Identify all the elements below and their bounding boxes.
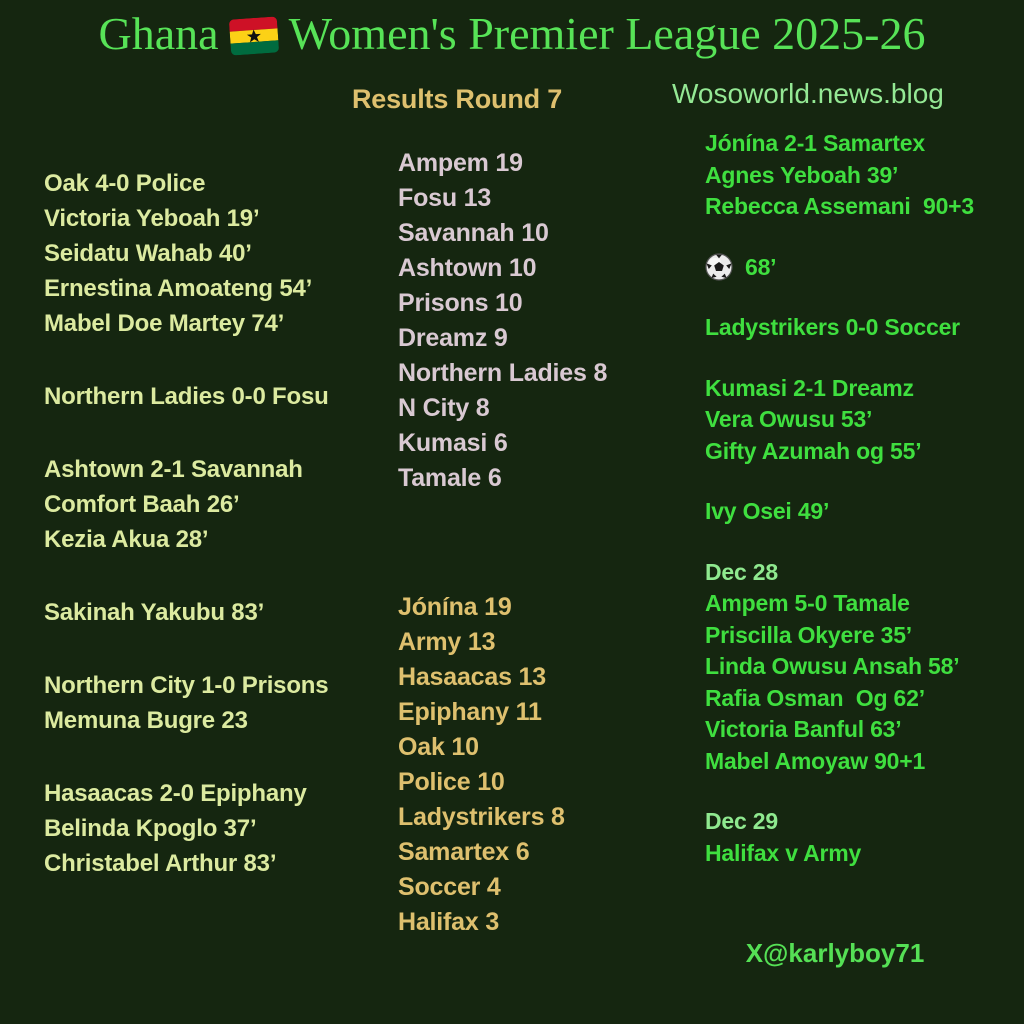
result-line: Gifty Azumah og 55’ xyxy=(705,436,974,468)
date-line: Dec 28 xyxy=(705,557,974,589)
standings-row: Police 10 xyxy=(398,768,505,796)
line-text: Priscilla Okyere 35’ xyxy=(705,621,912,648)
result-line: Rafia Osman Og 62’ xyxy=(705,683,974,715)
result-group: Ladystrikers 0-0 Soccer xyxy=(705,312,974,344)
line-text: Ivy Osei 49’ xyxy=(705,498,830,524)
standings-row: Ladystrikers 8 xyxy=(398,803,565,831)
result-line: Victoria Yeboah 19’ xyxy=(44,205,260,232)
result-line: Ashtown 2-1 Savannah xyxy=(44,456,303,483)
standings-row: Epiphany 11 xyxy=(398,698,542,726)
result-line: Halifax v Army xyxy=(705,838,974,870)
result-group: Hasaacas 2-0 Epiphany Belinda Kpoglo 37’ C… xyxy=(44,776,329,881)
result-line: Mabel Amoyaw 90+1 xyxy=(705,746,974,778)
line-text: Gifty Azumah og 55’ xyxy=(705,437,922,464)
standings-row: N City 8 xyxy=(398,394,490,422)
standings-row: Northern Ladies 8 xyxy=(398,359,608,387)
page-title: Ghana Women's Premier League 2025-26 xyxy=(0,8,1024,61)
ghana-flag-icon xyxy=(227,15,281,57)
result-line: Mabel Doe Martey 74’ xyxy=(44,310,285,337)
left-column: Oak 4-0 Police Victoria Yeboah 19’ Seidatu… xyxy=(44,166,329,919)
line-text: 68’ xyxy=(745,253,777,280)
result-line: Vera Owusu 53’ xyxy=(705,404,974,436)
line-text: Dec 28 xyxy=(705,558,778,585)
result-line: Victoria Banful 63’ xyxy=(705,714,974,746)
line-text: Rebecca Assemani 90+3 xyxy=(705,193,975,219)
result-line: 68’ xyxy=(705,252,974,284)
result-line: Agnes Yeboah 39’ xyxy=(705,160,974,192)
standings-table-b: Jónína 19 Army 13 Hasaacas 13 Epiphany 11 Oa… xyxy=(398,590,565,940)
result-line: Rebecca Assemani 90+3 xyxy=(705,191,974,223)
standings-table-a: Ampem 19 Fosu 13 Savannah 10 Ashtown 10 Pris… xyxy=(398,146,607,496)
result-group: Dec 28 Ampem 5-0 Tamale Priscilla Okyere 3… xyxy=(705,557,974,778)
line-text: Vera Owusu 53’ xyxy=(705,406,873,432)
result-group: 68’ xyxy=(705,252,974,284)
result-group: Sakinah Yakubu 83’ xyxy=(44,595,329,630)
title-suffix: Women's Premier League 2025-26 xyxy=(288,8,926,59)
standings-row: Savannah 10 xyxy=(398,219,549,247)
standings-row: Army 13 xyxy=(398,628,496,656)
line-text: Jónína 2-1 Samartex xyxy=(705,130,925,156)
result-group: Ivy Osei 49’ xyxy=(705,496,974,528)
line-text: Ladystrikers 0-0 Soccer xyxy=(705,314,960,340)
result-group: Ashtown 2-1 Savannah Comfort Baah 26’ Kezi… xyxy=(44,452,329,557)
line-text: Linda Owusu Ansah 58’ xyxy=(705,653,960,679)
standings-row: Hasaacas 13 xyxy=(398,663,546,691)
result-group: Kumasi 2-1 Dreamz Vera Owusu 53’ Gifty Azu… xyxy=(705,373,974,468)
standings-row: Samartex 6 xyxy=(398,838,530,866)
result-group: Jónína 2-1 Samartex Agnes Yeboah 39’ Rebec… xyxy=(705,128,974,223)
line-text: Halifax v Army xyxy=(705,839,862,866)
line-text: Ampem 5-0 Tamale xyxy=(705,590,910,616)
standings-row: Prisons 10 xyxy=(398,289,523,317)
line-text: Victoria Banful 63’ xyxy=(705,716,902,742)
results-round-label: Results Round 7 xyxy=(352,84,563,114)
result-group: Northern Ladies 0-0 Fosu xyxy=(44,379,329,414)
standings-row: Oak 10 xyxy=(398,733,479,761)
result-line: Seidatu Wahab 40’ xyxy=(44,240,252,267)
result-line: Northern Ladies 0-0 Fosu xyxy=(44,383,329,410)
standings-row: Soccer 4 xyxy=(398,873,501,901)
result-group: Northern City 1-0 Prisons Memuna Bugre 23 xyxy=(44,668,329,738)
result-line: Linda Owusu Ansah 58’ xyxy=(705,651,974,683)
result-line: Hasaacas 2-0 Epiphany xyxy=(44,780,307,807)
result-line: Oak 4-0 Police xyxy=(44,170,206,197)
result-line: Memuna Bugre 23 xyxy=(44,707,248,734)
x-handle: X@karlyboy71 xyxy=(745,938,925,968)
line-text: Rafia Osman Og 62’ xyxy=(705,684,925,711)
line-text: Agnes Yeboah 39’ xyxy=(705,161,899,188)
line-text: Mabel Amoyaw 90+1 xyxy=(705,747,926,774)
date-line: Dec 29 xyxy=(705,806,974,838)
result-line: Sakinah Yakubu 83’ xyxy=(44,599,265,626)
site-name: Wosoworld.news.blog xyxy=(672,78,944,109)
standings-row: Ashtown 10 xyxy=(398,254,537,282)
line-text: Kumasi 2-1 Dreamz xyxy=(705,374,914,401)
result-line: Belinda Kpoglo 37’ xyxy=(44,815,257,842)
standings-row: Ampem 19 xyxy=(398,149,523,177)
standings-row: Halifax 3 xyxy=(398,908,500,936)
result-line: Northern City 1-0 Prisons xyxy=(44,672,329,699)
result-line: Kumasi 2-1 Dreamz xyxy=(705,373,974,405)
result-group: Oak 4-0 Police Victoria Yeboah 19’ Seidatu… xyxy=(44,166,329,341)
result-line: Christabel Arthur 83’ xyxy=(44,850,277,877)
standings-row: Jónína 19 xyxy=(398,593,512,621)
result-line: Ivy Osei 49’ xyxy=(705,496,974,528)
result-line: Comfort Baah 26’ xyxy=(44,491,240,518)
title-prefix: Ghana xyxy=(98,8,219,59)
line-text: Dec 29 xyxy=(705,808,778,834)
result-line: Jónína 2-1 Samartex xyxy=(705,128,974,160)
result-line: Ampem 5-0 Tamale xyxy=(705,588,974,620)
result-line: Priscilla Okyere 35’ xyxy=(705,620,974,652)
result-line: Ernestina Amoateng 54’ xyxy=(44,275,313,302)
result-line: Ladystrikers 0-0 Soccer xyxy=(705,312,974,344)
result-line: Kezia Akua 28’ xyxy=(44,526,209,553)
standings-row: Kumasi 6 xyxy=(398,429,508,457)
standings-row: Dreamz 9 xyxy=(398,324,508,352)
standings-row: Tamale 6 xyxy=(398,464,502,492)
result-group: Dec 29 Halifax v Army xyxy=(705,806,974,869)
standings-row: Fosu 13 xyxy=(398,184,492,212)
right-column: Jónína 2-1 Samartex Agnes Yeboah 39’ Rebec… xyxy=(705,128,974,898)
soccer-ball-icon xyxy=(705,253,733,281)
